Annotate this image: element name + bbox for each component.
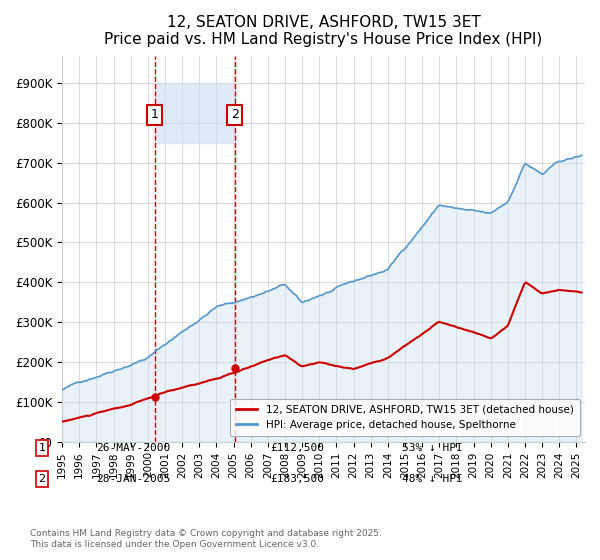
Text: 28-JAN-2005: 28-JAN-2005 <box>96 474 170 484</box>
Text: Contains HM Land Registry data © Crown copyright and database right 2025.
This d: Contains HM Land Registry data © Crown c… <box>30 529 382 549</box>
Text: £112,500: £112,500 <box>270 443 324 453</box>
Text: 1: 1 <box>38 443 46 453</box>
Text: £183,500: £183,500 <box>270 474 324 484</box>
Text: 26-MAY-2000: 26-MAY-2000 <box>96 443 170 453</box>
Text: 53% ↓ HPI: 53% ↓ HPI <box>402 443 463 453</box>
Text: 1: 1 <box>151 109 158 122</box>
Legend: 12, SEATON DRIVE, ASHFORD, TW15 3ET (detached house), HPI: Average price, detach: 12, SEATON DRIVE, ASHFORD, TW15 3ET (det… <box>230 399 580 436</box>
Title: 12, SEATON DRIVE, ASHFORD, TW15 3ET
Price paid vs. HM Land Registry's House Pric: 12, SEATON DRIVE, ASHFORD, TW15 3ET Pric… <box>104 15 542 48</box>
Text: 2: 2 <box>231 109 239 122</box>
Text: 48% ↓ HPI: 48% ↓ HPI <box>402 474 463 484</box>
Text: 2: 2 <box>38 474 46 484</box>
